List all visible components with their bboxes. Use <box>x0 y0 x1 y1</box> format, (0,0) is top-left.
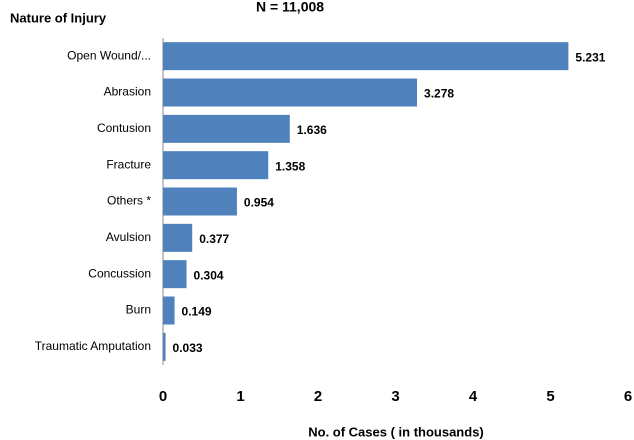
value-label: 0.377 <box>199 232 229 246</box>
value-label: 1.358 <box>275 159 305 173</box>
y-tick-label: Open Wound/... <box>67 48 151 62</box>
y-tick-label: Concussion <box>88 266 151 280</box>
x-tick-label: 5 <box>546 388 554 405</box>
x-tick-label: 4 <box>469 388 478 405</box>
bar <box>163 260 187 289</box>
value-label: 5.231 <box>575 50 605 64</box>
y-tick-label: Contusion <box>97 121 151 135</box>
bar <box>163 296 175 325</box>
value-label: 0.149 <box>182 305 212 319</box>
x-axis-label: No. of Cases ( in thousands) <box>308 424 484 439</box>
x-tick-label: 3 <box>391 388 399 405</box>
y-tick-label: Fracture <box>106 157 151 171</box>
y-tick-label: Abrasion <box>104 85 151 99</box>
y-tick-label: Burn <box>126 303 151 317</box>
x-tick-label: 1 <box>236 388 244 405</box>
y-tick-label: Avulsion <box>106 230 151 244</box>
value-label: 1.636 <box>297 123 327 137</box>
y-tick-label: Others * <box>107 194 151 208</box>
y-axis-label: Nature of Injury <box>10 10 107 25</box>
value-label: 0.304 <box>194 268 224 282</box>
x-tick-label: 0 <box>159 388 167 405</box>
chart-title: N = 11,008 <box>256 0 324 15</box>
value-label: 3.278 <box>424 87 454 101</box>
x-tick-label: 2 <box>314 388 322 405</box>
bar <box>163 223 193 252</box>
bar <box>163 42 569 71</box>
bar <box>163 114 290 143</box>
x-tick-label: 6 <box>624 388 632 405</box>
y-tick-label: Traumatic Amputation <box>35 339 151 353</box>
bar <box>163 78 418 107</box>
value-label: 0.954 <box>244 196 274 210</box>
bar <box>163 332 166 361</box>
value-label: 0.033 <box>173 341 203 355</box>
bar <box>163 187 237 216</box>
bar <box>163 151 269 180</box>
